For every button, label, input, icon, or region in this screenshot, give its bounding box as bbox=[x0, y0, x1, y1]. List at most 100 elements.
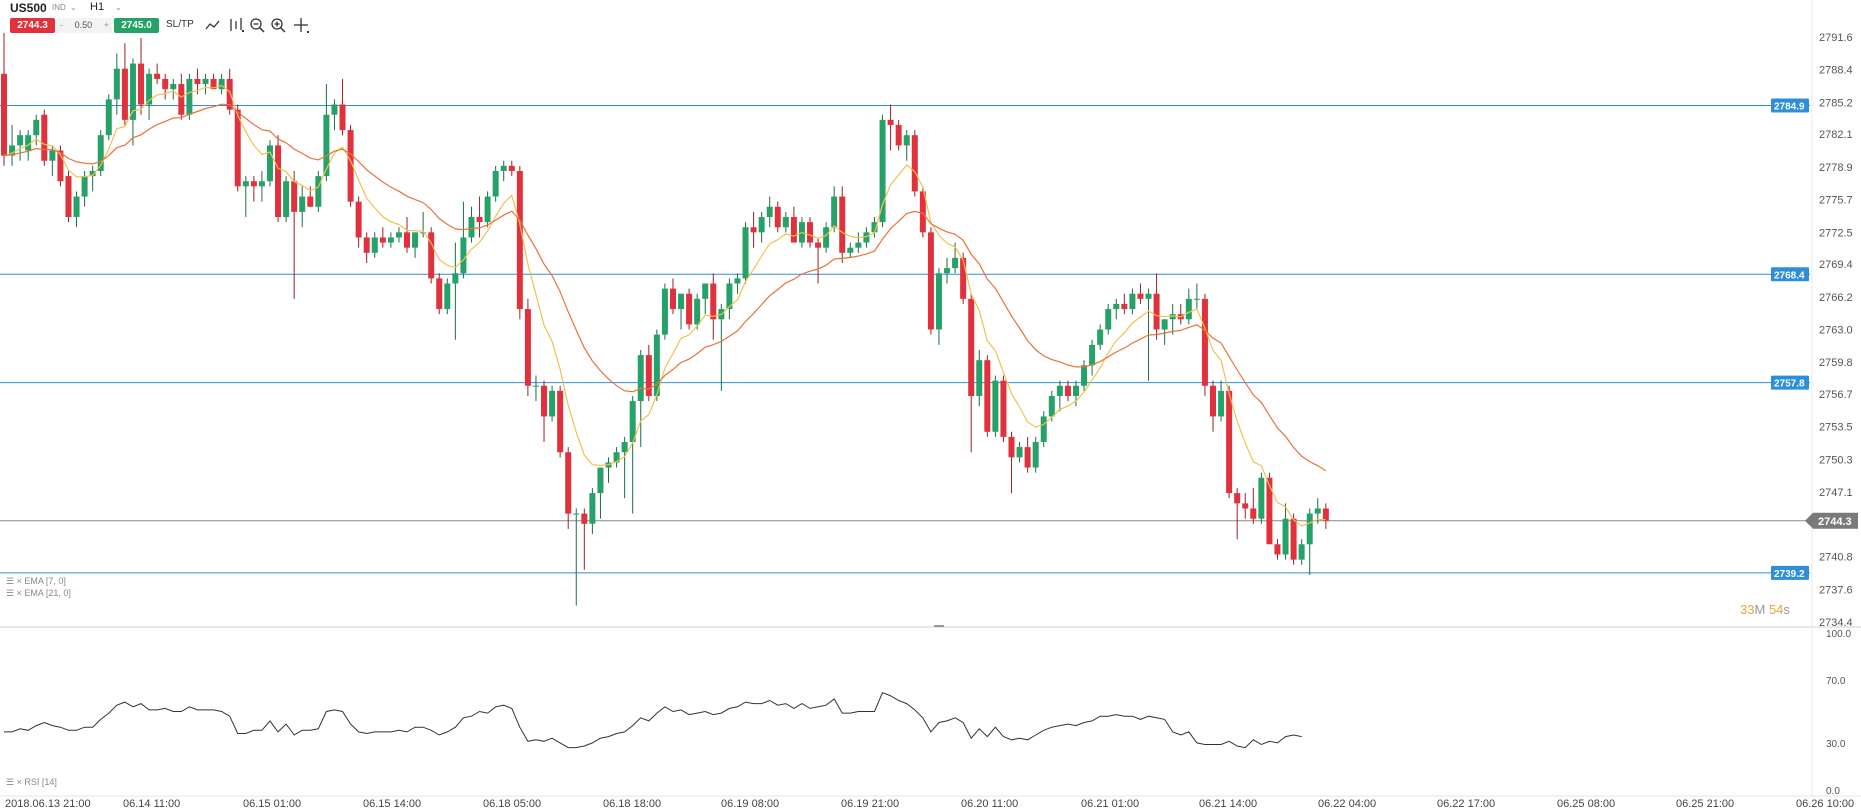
candle-body[interactable] bbox=[283, 181, 290, 217]
candle-body[interactable] bbox=[1105, 309, 1112, 330]
candle-body[interactable] bbox=[774, 206, 781, 228]
candle-body[interactable] bbox=[661, 288, 668, 335]
candle-body[interactable] bbox=[315, 176, 322, 207]
timeframe-selector[interactable]: H1 bbox=[90, 1, 105, 13]
candle-body[interactable] bbox=[613, 452, 620, 463]
candle-body[interactable] bbox=[420, 232, 427, 234]
candle-body[interactable] bbox=[129, 63, 136, 120]
candle-body[interactable] bbox=[371, 237, 378, 253]
candle-body[interactable] bbox=[33, 119, 40, 136]
candle-body[interactable] bbox=[291, 181, 298, 212]
ema-fast-legend[interactable]: ☰ × EMA [7, 0] bbox=[6, 576, 66, 587]
candle-body[interactable] bbox=[484, 196, 491, 223]
candle-body[interactable] bbox=[1242, 503, 1249, 509]
candle-body[interactable] bbox=[275, 145, 282, 217]
candle-body[interactable] bbox=[154, 73, 161, 79]
candle-body[interactable] bbox=[307, 196, 314, 207]
candle-body[interactable] bbox=[138, 63, 145, 105]
candle-body[interactable] bbox=[621, 442, 628, 453]
candle-body[interactable] bbox=[25, 135, 32, 151]
candle-body[interactable] bbox=[653, 334, 660, 396]
candle-body[interactable] bbox=[1185, 298, 1192, 320]
quantity-decrease-button[interactable]: - bbox=[60, 20, 63, 30]
candle-body[interactable] bbox=[669, 288, 676, 310]
candle-body[interactable] bbox=[492, 170, 499, 197]
buy-button[interactable]: 2745.0 bbox=[114, 18, 159, 33]
candle-body[interactable] bbox=[734, 278, 741, 284]
drag-handle-icon[interactable]: ☰ bbox=[6, 588, 15, 598]
candle-body[interactable] bbox=[1072, 385, 1079, 396]
candle-body[interactable] bbox=[436, 278, 443, 310]
candle-body[interactable] bbox=[935, 273, 942, 330]
symbol-dropdown-icon[interactable]: ⌄ bbox=[70, 3, 77, 12]
candle-body[interactable] bbox=[412, 232, 419, 248]
rsi-legend[interactable]: ☰ × RSI [14] bbox=[6, 777, 57, 788]
candle-body[interactable] bbox=[944, 268, 951, 274]
candle-body[interactable] bbox=[1145, 293, 1152, 299]
zoom-out-icon[interactable] bbox=[248, 16, 266, 34]
candle-body[interactable] bbox=[9, 145, 16, 156]
candle-body[interactable] bbox=[1314, 508, 1321, 514]
candle-body[interactable] bbox=[1250, 508, 1257, 519]
candle-body[interactable] bbox=[1000, 380, 1007, 437]
candle-body[interactable] bbox=[202, 78, 209, 85]
candle-body[interactable] bbox=[847, 247, 854, 253]
candle-body[interactable] bbox=[97, 135, 104, 171]
candle-body[interactable] bbox=[903, 135, 910, 146]
remove-icon[interactable]: × bbox=[16, 777, 22, 787]
candle-body[interactable] bbox=[339, 104, 346, 131]
candle-body[interactable] bbox=[790, 217, 797, 243]
candle-body[interactable] bbox=[629, 401, 636, 442]
candle-body[interactable] bbox=[742, 227, 749, 279]
candle-body[interactable] bbox=[952, 257, 959, 269]
candle-body[interactable] bbox=[1081, 365, 1088, 386]
candle-body[interactable] bbox=[1129, 293, 1136, 310]
candle-body[interactable] bbox=[162, 78, 169, 90]
candle-body[interactable] bbox=[234, 109, 241, 187]
candle-body[interactable] bbox=[218, 78, 225, 90]
candle-body[interactable] bbox=[1113, 303, 1120, 310]
candle-body[interactable] bbox=[387, 237, 394, 243]
candle-body[interactable] bbox=[589, 493, 596, 524]
candle-body[interactable] bbox=[807, 222, 813, 243]
candle-body[interactable] bbox=[1218, 390, 1225, 417]
candle-body[interactable] bbox=[210, 78, 217, 90]
candle-body[interactable] bbox=[887, 119, 894, 125]
candle-body[interactable] bbox=[331, 104, 338, 115]
drag-handle-icon[interactable]: ☰ bbox=[6, 576, 15, 586]
candle-body[interactable] bbox=[1258, 477, 1265, 519]
candle-body[interactable] bbox=[1048, 395, 1055, 417]
candle-body[interactable] bbox=[541, 385, 548, 417]
candle-body[interactable] bbox=[960, 257, 967, 299]
candle-body[interactable] bbox=[549, 390, 556, 417]
candle-body[interactable] bbox=[895, 124, 902, 146]
candle-body[interactable] bbox=[146, 73, 153, 105]
candle-body[interactable] bbox=[81, 176, 88, 197]
candle-body[interactable] bbox=[524, 309, 531, 386]
sltp-button[interactable]: SL/TP bbox=[166, 19, 194, 30]
candle-body[interactable] bbox=[1210, 385, 1216, 417]
candle-body[interactable] bbox=[911, 135, 918, 192]
candle-body[interactable] bbox=[444, 283, 451, 310]
candle-body[interactable] bbox=[105, 99, 112, 136]
timeframe-dropdown-icon[interactable]: ⌄ bbox=[115, 3, 122, 12]
price-level-badge[interactable] bbox=[1771, 98, 1809, 113]
candle-body[interactable] bbox=[1282, 518, 1289, 555]
candle-body[interactable] bbox=[758, 217, 765, 233]
chart-type-icon[interactable] bbox=[204, 16, 222, 34]
candle-body[interactable] bbox=[1, 73, 7, 156]
panel-resize-handle[interactable] bbox=[934, 625, 944, 627]
candle-body[interactable] bbox=[395, 232, 402, 238]
candle-body[interactable] bbox=[242, 181, 249, 187]
candle-body[interactable] bbox=[1226, 390, 1233, 494]
candle-body[interactable] bbox=[984, 360, 991, 432]
candle-body[interactable] bbox=[226, 78, 233, 110]
candle-body[interactable] bbox=[750, 227, 757, 233]
candle-body[interactable] bbox=[581, 513, 588, 524]
candle-body[interactable] bbox=[1008, 436, 1015, 458]
candle-body[interactable] bbox=[532, 385, 539, 387]
candle-body[interactable] bbox=[686, 293, 693, 325]
candle-body[interactable] bbox=[557, 390, 564, 453]
candle-body[interactable] bbox=[89, 170, 96, 177]
